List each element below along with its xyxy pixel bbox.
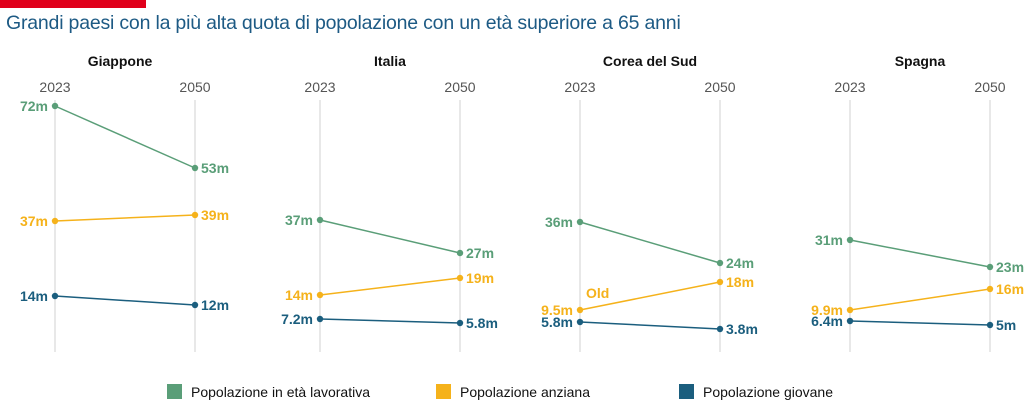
data-label-corea-del-sud-working-2023: 36m — [545, 214, 573, 230]
point-italia-working-2023 — [316, 216, 324, 224]
series-line-spagna-elderly — [849, 288, 991, 311]
data-label-spagna-working-2050: 23m — [996, 259, 1024, 275]
year-label-giappone-2050: 2050 — [179, 79, 210, 95]
data-label-corea-del-sud-elderly-2050: 18m — [726, 274, 754, 290]
data-label-corea-del-sud-young-2050: 3.8m — [726, 321, 758, 337]
year-label-corea-del-sud-2050: 2050 — [704, 79, 735, 95]
series-line-italia-elderly — [319, 277, 461, 296]
legend-swatch-working — [167, 384, 182, 399]
point-corea-del-sud-young-2023 — [576, 318, 584, 326]
chart-title: Grandi paesi con la più alta quota di po… — [6, 12, 681, 34]
data-label-italia-young-2023: 7.2m — [281, 311, 313, 327]
data-label-spagna-elderly-2050: 16m — [996, 281, 1024, 297]
point-spagna-working-2023 — [846, 236, 854, 244]
point-spagna-young-2023 — [846, 317, 854, 325]
data-label-spagna-elderly-2023: 9.9m — [811, 302, 843, 318]
series-line-giappone-young — [54, 295, 196, 306]
point-giappone-young-2050 — [191, 301, 199, 309]
year-label-spagna-2023: 2023 — [834, 79, 865, 95]
data-label-italia-young-2050: 5.8m — [466, 315, 498, 331]
year-label-italia-2023: 2023 — [304, 79, 335, 95]
data-label-giappone-working-2023: 72m — [20, 98, 48, 114]
data-label-giappone-elderly-2050: 39m — [201, 207, 229, 223]
point-corea-del-sud-working-2050 — [716, 259, 724, 267]
point-italia-elderly-2023 — [316, 291, 324, 299]
series-line-giappone-working — [54, 105, 196, 169]
legend-swatch-young — [679, 384, 694, 399]
series-line-italia-young — [319, 318, 461, 324]
point-giappone-elderly-2023 — [51, 217, 59, 225]
series-line-spagna-young — [849, 320, 991, 326]
point-corea-del-sud-elderly-2050 — [716, 278, 724, 286]
panel-title-italia: Italia — [374, 53, 406, 69]
point-italia-young-2023 — [316, 315, 324, 323]
data-label-italia-working-2023: 37m — [285, 212, 313, 228]
point-spagna-elderly-2023 — [846, 306, 854, 314]
point-corea-del-sud-young-2050 — [716, 325, 724, 333]
series-line-giappone-elderly — [54, 214, 196, 222]
year-label-spagna-2050: 2050 — [974, 79, 1005, 95]
brand-bar — [0, 0, 146, 8]
point-corea-del-sud-working-2023 — [576, 218, 584, 226]
data-label-corea-del-sud-working-2050: 24m — [726, 255, 754, 271]
legend-label-young: Popolazione giovane — [703, 384, 833, 400]
series-line-corea-del-sud-working — [579, 221, 721, 264]
data-label-corea-del-sud-young-2023: 5.8m — [541, 314, 573, 330]
series-line-italia-working — [319, 219, 461, 254]
data-label-giappone-working-2050: 53m — [201, 160, 229, 176]
data-label-spagna-young-2023: 6.4m — [811, 313, 843, 329]
panel-title-corea-del-sud: Corea del Sud — [603, 53, 697, 69]
point-corea-del-sud-elderly-2023 — [576, 306, 584, 314]
data-label-giappone-young-2023: 14m — [20, 288, 48, 304]
data-label-italia-elderly-2023: 14m — [285, 287, 313, 303]
point-spagna-working-2050 — [986, 263, 994, 271]
series-line-corea-del-sud-elderly — [579, 281, 721, 311]
legend-swatch-elderly — [436, 384, 451, 399]
year-label-italia-2050: 2050 — [444, 79, 475, 95]
data-label-italia-working-2050: 27m — [466, 245, 494, 261]
point-italia-young-2050 — [456, 319, 464, 327]
data-label-giappone-elderly-2023: 37m — [20, 213, 48, 229]
data-label-italia-elderly-2050: 19m — [466, 270, 494, 286]
point-giappone-elderly-2050 — [191, 211, 199, 219]
year-label-corea-del-sud-2023: 2023 — [564, 79, 595, 95]
year-label-giappone-2023: 2023 — [39, 79, 70, 95]
legend-label-working: Popolazione in età lavorativa — [191, 384, 370, 400]
data-label-corea-del-sud-elderly-2023: 9.5m — [541, 302, 573, 318]
point-giappone-young-2023 — [51, 292, 59, 300]
legend-label-elderly: Popolazione anziana — [460, 384, 590, 400]
data-label-giappone-young-2050: 12m — [201, 297, 229, 313]
annotation-corea-del-sud: Old — [586, 285, 609, 301]
panel-title-giappone: Giappone — [88, 53, 153, 69]
series-line-spagna-working — [849, 239, 991, 268]
point-giappone-working-2050 — [191, 164, 199, 172]
point-spagna-elderly-2050 — [986, 285, 994, 293]
series-line-corea-del-sud-young — [579, 321, 721, 330]
panel-title-spagna: Spagna — [895, 53, 946, 69]
point-italia-working-2050 — [456, 249, 464, 257]
point-spagna-young-2050 — [986, 321, 994, 329]
data-label-spagna-working-2023: 31m — [815, 232, 843, 248]
point-giappone-working-2023 — [51, 102, 59, 110]
data-label-spagna-young-2050: 5m — [996, 317, 1016, 333]
point-italia-elderly-2050 — [456, 274, 464, 282]
